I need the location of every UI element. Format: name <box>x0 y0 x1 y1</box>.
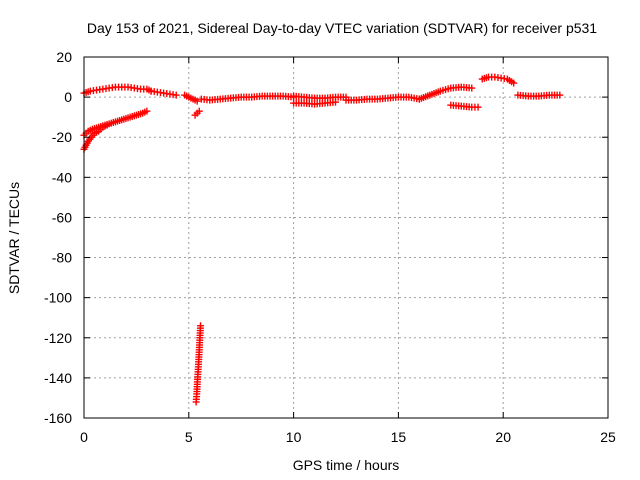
x-tick-label: 10 <box>286 429 302 445</box>
data-point-fill <box>428 88 442 98</box>
series-arc-descent <box>147 87 180 99</box>
y-tick-label: 20 <box>56 49 72 65</box>
x-tick-label: 25 <box>600 429 616 445</box>
x-tick-label: 5 <box>185 429 193 445</box>
data-point-fill <box>417 92 432 102</box>
y-tick-label: 0 <box>64 89 72 105</box>
data-point-fill <box>439 85 452 94</box>
x-tick-label: 0 <box>80 429 88 445</box>
series-arc-main-start <box>80 83 155 97</box>
series-arc-12-14 <box>342 93 423 104</box>
y-tick-label: -60 <box>52 209 72 225</box>
y-tick-label: -100 <box>44 290 72 306</box>
data-point <box>556 91 564 99</box>
data-point-fill <box>505 76 516 86</box>
tick-layer: 0 5 10 15 20 25 20 0 -20 -40 -60 -80 -100 -120 -140 -16… <box>44 49 616 445</box>
data-layer <box>80 73 564 406</box>
series-arc-middle <box>197 92 298 104</box>
data-point <box>193 97 201 105</box>
y-tick-label: -20 <box>52 129 72 145</box>
y-tick-label: -120 <box>44 330 72 346</box>
series-arc-plunge <box>192 322 205 406</box>
x-tick-label: 15 <box>391 429 407 445</box>
x-axis-label: GPS time / hours <box>293 457 400 473</box>
data-point <box>143 107 151 115</box>
data-point <box>103 121 111 129</box>
series-arc-21-23 <box>514 91 564 100</box>
data-point-fill <box>334 93 347 101</box>
series-arc-5h <box>181 91 201 105</box>
data-point <box>510 79 518 87</box>
series-arc-19-21 <box>478 73 518 87</box>
y-tick-label: -40 <box>52 169 72 185</box>
y-tick-label: -160 <box>44 410 72 426</box>
y-tick-label: -140 <box>44 370 72 386</box>
data-point-fill <box>449 101 463 110</box>
data-point <box>197 322 205 330</box>
x-tick-label: 20 <box>495 429 511 445</box>
data-point <box>474 103 482 111</box>
grid-layer <box>84 57 608 418</box>
series-arc-17-19-low <box>447 101 482 111</box>
data-point <box>468 84 476 92</box>
y-axis-label: SDTVAR / TECUs <box>6 182 22 294</box>
data-point <box>172 91 180 99</box>
data-point <box>195 107 203 115</box>
series-arc-16-18 <box>415 83 476 103</box>
y-tick-label: -80 <box>52 250 72 266</box>
plot-frame <box>83 56 609 419</box>
data-point-fill <box>194 370 202 383</box>
chart-title: Day 153 of 2021, Sidereal Day-to-day VTE… <box>87 20 597 36</box>
series-arc-5h-small <box>191 107 203 119</box>
